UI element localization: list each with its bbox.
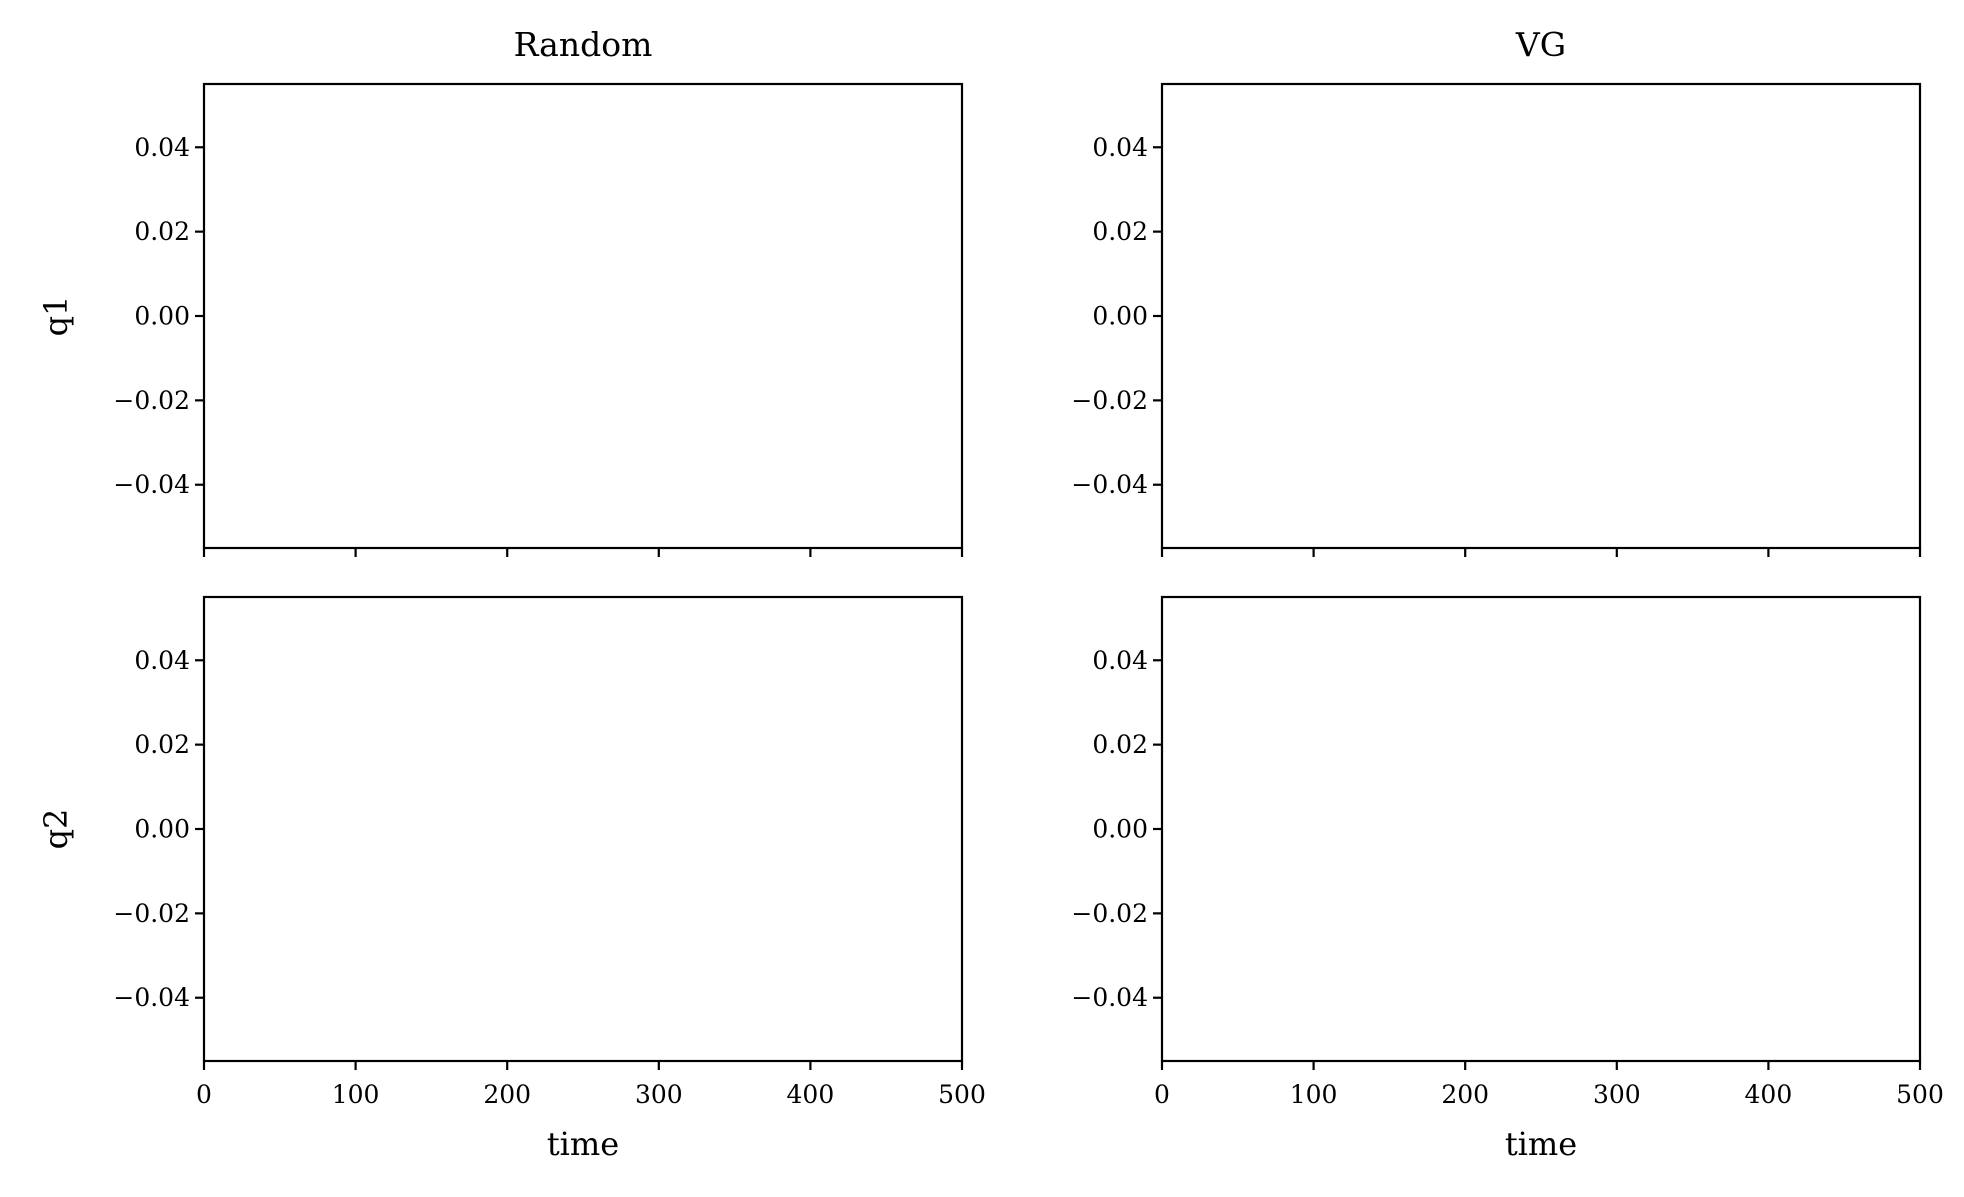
y-tick-label: −0.02 (1071, 899, 1148, 928)
y-tick-label: −0.02 (1071, 386, 1148, 415)
y-tick-label: 0.00 (1092, 302, 1148, 331)
x-tick-label: 500 (1896, 1080, 1944, 1109)
x-tick-label: 300 (635, 1080, 683, 1109)
x-tick-label: 200 (483, 1080, 531, 1109)
y-axis-label: q2 (37, 809, 75, 850)
y-tick-label: −0.04 (113, 983, 190, 1012)
y-tick-label: 0.04 (1092, 133, 1148, 162)
x-tick-label: 0 (1154, 1080, 1170, 1109)
x-tick-label: 400 (1745, 1080, 1793, 1109)
y-tick-label: 0.04 (134, 133, 190, 162)
y-tick-label: 0.02 (1092, 217, 1148, 246)
axes-frame-3 (202, 595, 964, 1063)
x-tick-label: 400 (787, 1080, 835, 1109)
y-tick-label: 0.02 (134, 217, 190, 246)
axes-frame-2 (1160, 82, 1922, 550)
axes-frame-4 (1160, 595, 1922, 1063)
y-tick-label: −0.04 (1071, 983, 1148, 1012)
x-tick-label: 200 (1441, 1080, 1489, 1109)
axes-frame-1 (202, 82, 964, 550)
y-tick-label: 0.04 (134, 646, 190, 675)
y-tick-label: 0.00 (1092, 815, 1148, 844)
y-tick-label: −0.04 (1071, 470, 1148, 499)
y-tick-label: 0.00 (134, 302, 190, 331)
column-title: VG (1515, 25, 1566, 64)
y-tick-label: 0.02 (134, 730, 190, 759)
y-axis-label: q1 (37, 296, 75, 337)
y-tick-label: −0.02 (113, 386, 190, 415)
x-tick-label: 100 (1290, 1080, 1338, 1109)
y-tick-label: 0.00 (134, 815, 190, 844)
x-tick-label: 0 (196, 1080, 212, 1109)
column-title: Random (514, 25, 653, 64)
x-axis-label: time (1505, 1125, 1577, 1163)
x-tick-label: 500 (938, 1080, 986, 1109)
y-tick-label: 0.02 (1092, 730, 1148, 759)
y-tick-label: 0.04 (1092, 646, 1148, 675)
x-axis-label: time (547, 1125, 619, 1163)
x-tick-label: 100 (332, 1080, 380, 1109)
y-tick-label: −0.04 (113, 470, 190, 499)
x-tick-label: 300 (1593, 1080, 1641, 1109)
y-tick-label: −0.02 (113, 899, 190, 928)
